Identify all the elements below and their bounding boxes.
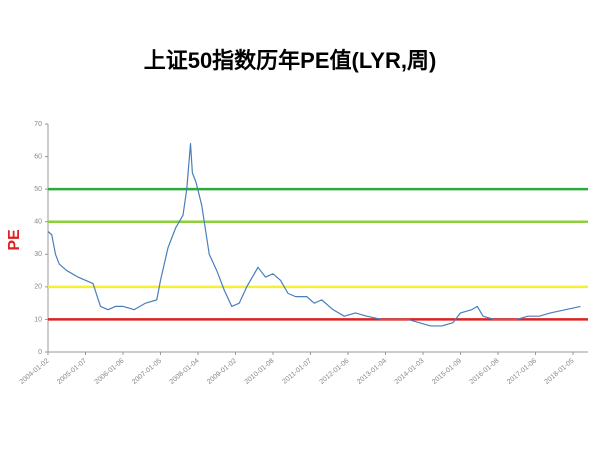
x-tick-label: 2010-01-08 bbox=[244, 358, 276, 386]
y-tick-label: 70 bbox=[34, 121, 42, 128]
data-line bbox=[47, 142, 581, 327]
y-tick-label: 20 bbox=[34, 284, 42, 291]
x-tick-label: 2015-01-09 bbox=[431, 358, 463, 386]
x-tick-label: 2007-01-05 bbox=[131, 358, 163, 386]
y-axis-label: PE bbox=[6, 229, 23, 251]
y-tick-label: 60 bbox=[34, 153, 42, 160]
x-tick-label: 2018-01-05 bbox=[544, 358, 576, 386]
x-tick-label: 2004-01-02 bbox=[19, 358, 51, 386]
x-tick-label: 2005-01-07 bbox=[56, 358, 88, 386]
x-tick-label: 2017-01-06 bbox=[506, 358, 538, 386]
y-tick-label: 0 bbox=[38, 349, 42, 356]
x-tick-label: 2013-01-04 bbox=[356, 358, 388, 386]
x-tick-label: 2016-01-08 bbox=[469, 358, 501, 386]
y-tick-label: 10 bbox=[34, 316, 42, 323]
y-tick-label: 50 bbox=[34, 186, 42, 193]
x-tick-label: 2009-01-02 bbox=[206, 358, 238, 386]
x-tick-label: 2012-01-06 bbox=[319, 358, 351, 386]
x-tick-label: 2011-01-07 bbox=[281, 358, 313, 386]
y-tick-label: 40 bbox=[34, 219, 42, 226]
chart-title: 上证50指数历年PE值(LYR,周) bbox=[144, 48, 437, 73]
x-tick-label: 2008-01-04 bbox=[169, 358, 201, 386]
x-tick-label: 2006-01-06 bbox=[94, 358, 126, 386]
x-tick-label: 2014-01-03 bbox=[394, 358, 426, 386]
y-tick-label: 30 bbox=[34, 251, 42, 258]
